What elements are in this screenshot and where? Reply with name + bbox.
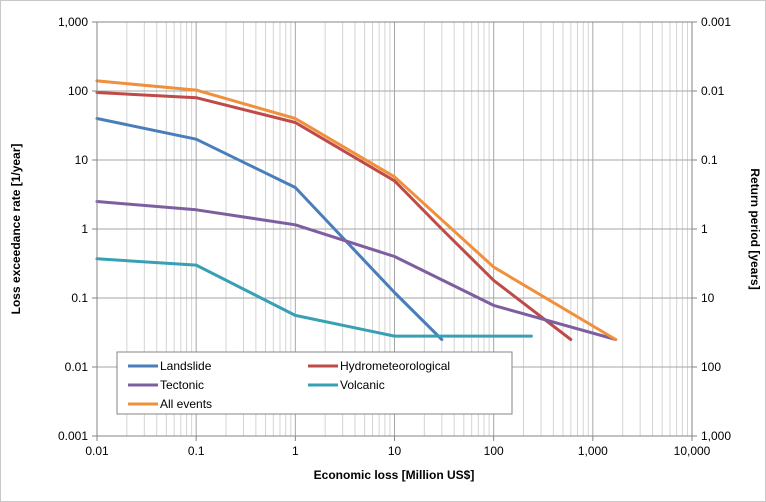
series-line-volcanic xyxy=(95,257,533,338)
y-tick-label: 0.01 xyxy=(65,360,89,374)
legend-label-landslide: Landslide xyxy=(160,359,212,373)
legend: Landslide Hydrometeorological Tectonic Volc… xyxy=(116,351,513,415)
y2-tick-label: 0.001 xyxy=(701,15,731,29)
y2-tick-label: 0.01 xyxy=(701,84,725,98)
x-tick-label: 10 xyxy=(388,444,402,458)
x-tick-label: 0.1 xyxy=(188,444,205,458)
series-line-hydrometeorological xyxy=(95,91,573,341)
tick-labels: 0.01 0.1 1 10 100 1,000 10,0000.0010.010.11101… xyxy=(58,15,731,458)
y2-tick-label: 0.1 xyxy=(701,153,718,167)
x-axis-title: Economic loss [Million US$] xyxy=(314,468,475,482)
y-tick-label: 1 xyxy=(81,222,88,236)
y-axis-title: Loss exceedance rate [1/year] xyxy=(9,144,23,315)
y-tick-label: 100 xyxy=(68,84,88,98)
y2-tick-label: 1,000 xyxy=(701,429,731,443)
x-tick-label: 100 xyxy=(484,444,504,458)
series-line-tectonic xyxy=(95,200,618,341)
x-tick-label: 10,000 xyxy=(674,444,711,458)
y2-tick-label: 10 xyxy=(701,291,715,305)
y2-tick-label: 1 xyxy=(701,222,708,236)
legend-label-all-events: All events xyxy=(160,397,212,411)
series-line-all-events xyxy=(95,79,618,341)
x-tick-label: 1 xyxy=(292,444,299,458)
legend-label-hydrometeorological: Hydrometeorological xyxy=(340,359,450,373)
y-tick-label: 10 xyxy=(75,153,89,167)
y2-axis-title: Return period [years] xyxy=(748,168,762,289)
legend-label-volcanic: Volcanic xyxy=(340,378,385,392)
y-tick-label: 0.1 xyxy=(71,291,88,305)
y2-tick-label: 100 xyxy=(701,360,721,374)
y-tick-label: 0.001 xyxy=(58,429,88,443)
x-tick-label: 1,000 xyxy=(578,444,608,458)
series-line-landslide xyxy=(95,117,444,341)
legend-label-tectonic: Tectonic xyxy=(160,378,204,392)
y-tick-label: 1,000 xyxy=(58,15,88,29)
legend-box xyxy=(116,351,513,415)
series-lines xyxy=(95,79,618,341)
x-tick-label: 0.01 xyxy=(85,444,109,458)
